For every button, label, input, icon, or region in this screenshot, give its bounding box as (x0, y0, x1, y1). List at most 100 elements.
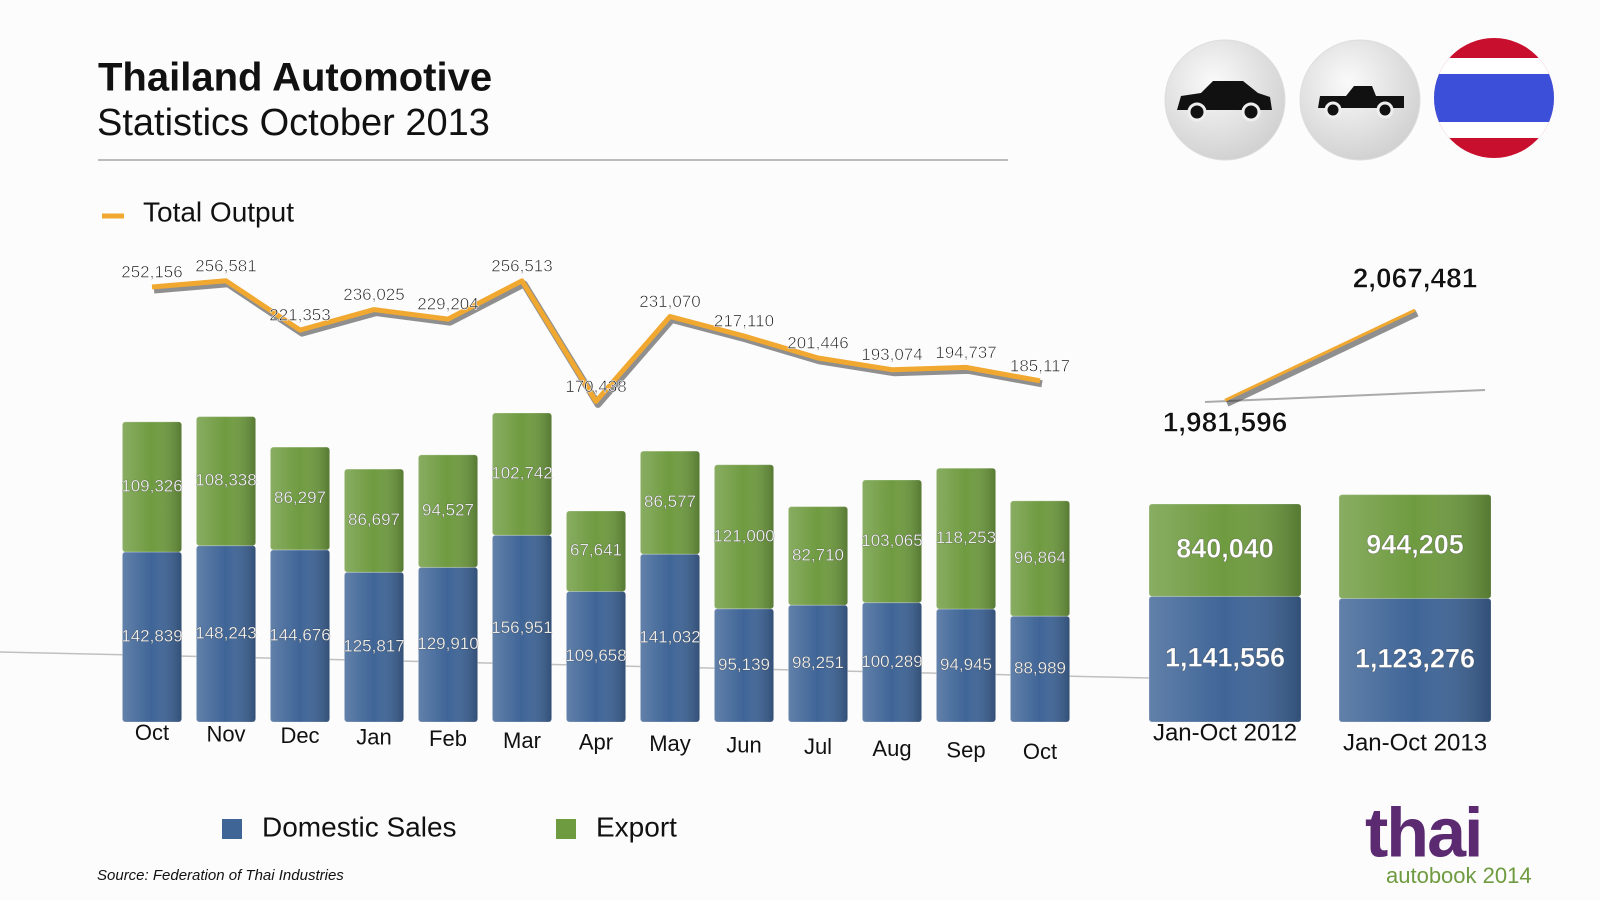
bar-shine (640, 451, 700, 555)
value-label: 82,710 (792, 545, 844, 564)
x-tick-label: Dec (280, 723, 319, 748)
value-label: 100,289 (861, 652, 922, 671)
truck-wheel (1324, 101, 1342, 119)
value-label: 103,065 (861, 531, 922, 550)
value-label: 94,945 (940, 655, 992, 674)
value-label: 102,742 (491, 464, 552, 483)
bar-shine (344, 572, 404, 722)
truck-wheel (1376, 101, 1394, 119)
bar-shine (788, 605, 848, 722)
value-label: 67,641 (570, 541, 622, 560)
total-line (1224, 308, 1416, 402)
legend-swatch (556, 819, 576, 839)
value-label: 840,040 (1176, 533, 1274, 563)
value-label: 86,697 (348, 510, 400, 529)
bar-shine (418, 567, 478, 722)
bar-shine (1149, 504, 1301, 597)
bar-shine (936, 609, 996, 722)
bar-shine (122, 552, 182, 722)
value-label: 129,910 (417, 634, 478, 653)
x-tick-label: Jun (726, 733, 761, 758)
bar-shine (566, 591, 626, 722)
value-label: 98,251 (792, 653, 844, 672)
legend-swatch (222, 819, 242, 839)
line-value-label: 201,446 (787, 333, 848, 352)
line-value-label: 256,581 (195, 256, 256, 275)
car-wheel (1187, 102, 1207, 122)
bar-shine (714, 608, 774, 722)
x-tick-label: Jan (356, 725, 391, 750)
bar-shine (1339, 598, 1491, 722)
value-label: 88,989 (1014, 659, 1066, 678)
legend-label: Total Output (143, 196, 294, 227)
line-value-label: 236,025 (343, 285, 404, 304)
subtitle: Statistics October 2013 (97, 102, 490, 144)
bar-shine (492, 412, 552, 536)
bar-shine (122, 421, 182, 553)
value-label: 86,297 (274, 488, 326, 507)
line-value-label: 231,070 (639, 292, 700, 311)
line-value-label: 252,156 (121, 262, 182, 281)
x-tick-label: May (649, 731, 691, 756)
source: Source: Federation of Thai Industries (97, 867, 344, 884)
value-label: 148,243 (195, 623, 256, 642)
value-label: 96,864 (1014, 548, 1066, 567)
logo-sub: autobook 2014 (1386, 863, 1532, 888)
bar-shine (566, 511, 626, 592)
bar-shine (270, 447, 330, 550)
bar-shine (936, 468, 996, 610)
bar-shine (1339, 494, 1491, 599)
value-label: 1,141,556 (1165, 642, 1285, 672)
car-icon (1177, 81, 1272, 110)
legend-label: Export (596, 811, 677, 842)
x-tick-label: Apr (579, 729, 613, 754)
line-value-label: 193,074 (861, 345, 922, 364)
bar-shine (788, 506, 848, 606)
x-tick-label: Mar (503, 728, 541, 753)
value-label: 142,839 (121, 626, 182, 645)
bar-shine (344, 469, 404, 573)
value-label: 144,676 (269, 625, 330, 644)
total-line (151, 278, 1041, 404)
x-tick-label: Feb (429, 726, 467, 751)
value-label: 108,338 (195, 471, 256, 490)
line-shadow (1225, 309, 1419, 407)
line-value-label: 194,737 (935, 343, 996, 362)
bar-shine (1010, 500, 1070, 617)
floor-line (1204, 389, 1486, 403)
value-label: 125,817 (343, 637, 404, 656)
value-label: 141,032 (639, 628, 700, 647)
value-label: 1,123,276 (1355, 643, 1475, 673)
value-label: 156,951 (491, 618, 552, 637)
line-value-label: 185,117 (1010, 356, 1070, 375)
x-tick-label: Jul (804, 734, 832, 759)
bar-shine (862, 602, 922, 722)
bar-shine (492, 535, 552, 722)
bar-shine (1010, 616, 1070, 722)
x-tick-label: Jan-Oct 2013 (1343, 729, 1487, 756)
bar-shine (418, 454, 478, 568)
line-value-label: 170,438 (565, 377, 626, 396)
title: Thailand Automotive (98, 56, 492, 100)
line-value-label: 229,204 (417, 295, 478, 314)
bar-shine (1149, 596, 1301, 722)
icons (1164, 38, 1554, 161)
logo-main: thai (1365, 793, 1481, 871)
x-tick-label: Oct (1023, 739, 1057, 764)
line-value-label: 256,513 (491, 256, 552, 275)
value-label: 86,577 (644, 492, 696, 511)
bar-shine (714, 464, 774, 609)
x-tick-label: Oct (135, 720, 169, 745)
x-tick-label: Jan-Oct 2012 (1153, 719, 1297, 746)
bar-shine (196, 545, 256, 722)
value-label: 121,000 (713, 526, 774, 545)
legend-label: Domestic Sales (262, 811, 457, 842)
value-label: 109,326 (121, 476, 182, 495)
value-label: 109,658 (565, 646, 626, 665)
line-value-label: 2,067,481 (1353, 263, 1478, 294)
value-label: 118,253 (936, 528, 996, 547)
line-value-label: 1,981,596 (1163, 407, 1288, 438)
bar-shine (270, 549, 330, 722)
